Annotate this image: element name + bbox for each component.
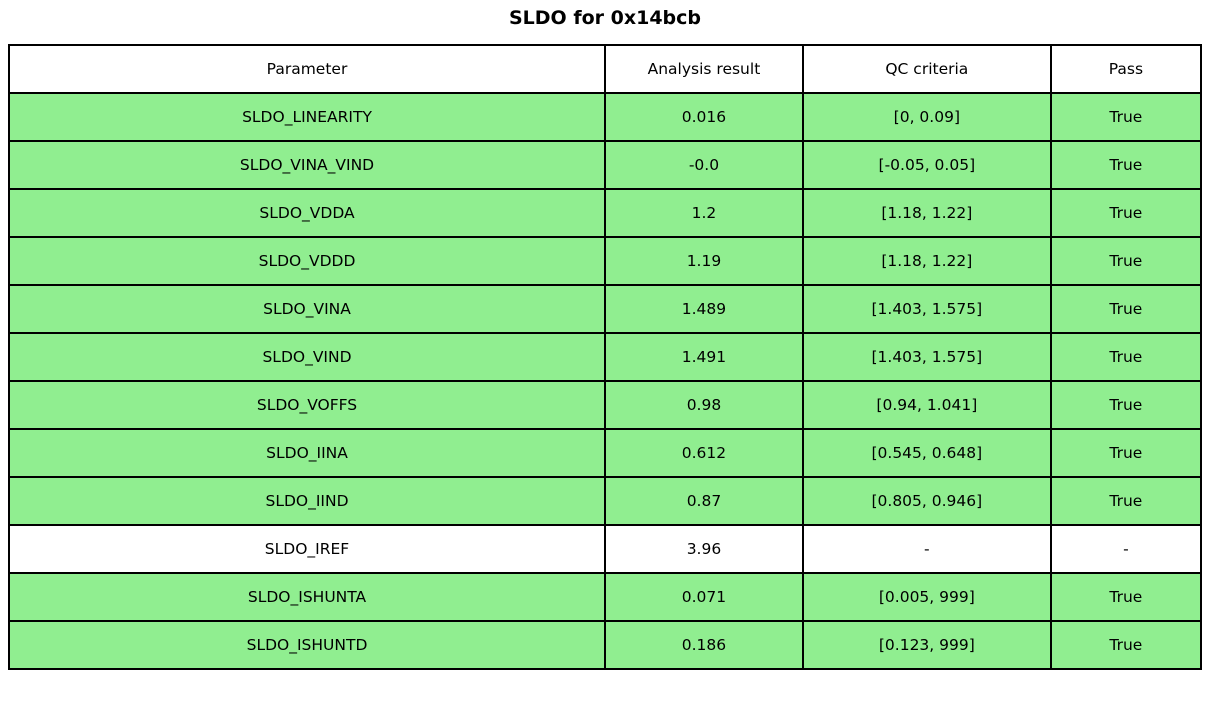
qc-table: Parameter Analysis result QC criteria Pa…	[7, 44, 1203, 670]
analysis-result-cell: 3.96	[604, 524, 804, 574]
table-row: SLDO_VIND 1.491 [1.403, 1.575] True	[7, 332, 1203, 382]
table-row: SLDO_IIND 0.87 [0.805, 0.946] True	[7, 476, 1203, 526]
analysis-result-cell: 0.612	[604, 428, 804, 478]
qc-criteria-cell: [0, 0.09]	[801, 92, 1052, 142]
pass-cell: True	[1049, 476, 1203, 526]
table-row: SLDO_VOFFS 0.98 [0.94, 1.041] True	[7, 380, 1203, 430]
parameter-cell: SLDO_IREF	[7, 524, 607, 574]
parameter-cell: SLDO_VOFFS	[7, 380, 607, 430]
qc-criteria-cell: [1.18, 1.22]	[801, 188, 1052, 238]
table-row: SLDO_LINEARITY 0.016 [0, 0.09] True	[7, 92, 1203, 142]
analysis-result-cell: 1.2	[604, 188, 804, 238]
parameter-cell: SLDO_VIND	[7, 332, 607, 382]
qc-criteria-cell: [0.545, 0.648]	[801, 428, 1052, 478]
pass-cell: -	[1049, 524, 1203, 574]
analysis-result-cell: 0.98	[604, 380, 804, 430]
col-header-pass: Pass	[1049, 44, 1203, 94]
analysis-result-cell: 1.489	[604, 284, 804, 334]
analysis-result-cell: 0.071	[604, 572, 804, 622]
qc-criteria-cell: [0.805, 0.946]	[801, 476, 1052, 526]
pass-cell: True	[1049, 572, 1203, 622]
table-body: SLDO_LINEARITY 0.016 [0, 0.09] True SLDO_VIN…	[7, 92, 1203, 670]
figure-title: SLDO for 0x14bcb	[508, 7, 701, 29]
pass-cell: True	[1049, 284, 1203, 334]
table-row: SLDO_VINA_VIND -0.0 [-0.05, 0.05] True	[7, 140, 1203, 190]
table-row: SLDO_ISHUNTD 0.186 [0.123, 999] True	[7, 620, 1203, 670]
pass-cell: True	[1049, 236, 1203, 286]
pass-cell: True	[1049, 332, 1203, 382]
col-header-qc-criteria: QC criteria	[801, 44, 1052, 94]
analysis-result-cell: 0.186	[604, 620, 804, 670]
parameter-cell: SLDO_IIND	[7, 476, 607, 526]
table-row: SLDO_VDDA 1.2 [1.18, 1.22] True	[7, 188, 1203, 238]
parameter-cell: SLDO_VDDA	[7, 188, 607, 238]
parameter-cell: SLDO_ISHUNTD	[7, 620, 607, 670]
pass-cell: True	[1049, 380, 1203, 430]
parameter-cell: SLDO_ISHUNTA	[7, 572, 607, 622]
header-row: Parameter Analysis result QC criteria Pa…	[7, 44, 1203, 94]
analysis-result-cell: 1.491	[604, 332, 804, 382]
analysis-result-cell: 0.87	[604, 476, 804, 526]
parameter-cell: SLDO_VINA_VIND	[7, 140, 607, 190]
qc-criteria-cell: [-0.05, 0.05]	[801, 140, 1052, 190]
parameter-cell: SLDO_VINA	[7, 284, 607, 334]
table-row: SLDO_VDDD 1.19 [1.18, 1.22] True	[7, 236, 1203, 286]
table-row: SLDO_VINA 1.489 [1.403, 1.575] True	[7, 284, 1203, 334]
analysis-result-cell: 1.19	[604, 236, 804, 286]
table-row: SLDO_ISHUNTA 0.071 [0.005, 999] True	[7, 572, 1203, 622]
parameter-cell: SLDO_LINEARITY	[7, 92, 607, 142]
analysis-result-cell: -0.0	[604, 140, 804, 190]
analysis-result-cell: 0.016	[604, 92, 804, 142]
col-header-analysis-result: Analysis result	[604, 44, 804, 94]
qc-criteria-cell: [1.18, 1.22]	[801, 236, 1052, 286]
pass-cell: True	[1049, 620, 1203, 670]
pass-cell: True	[1049, 140, 1203, 190]
parameter-cell: SLDO_VDDD	[7, 236, 607, 286]
qc-criteria-cell: [1.403, 1.575]	[801, 284, 1052, 334]
parameter-cell: SLDO_IINA	[7, 428, 607, 478]
pass-cell: True	[1049, 428, 1203, 478]
col-header-parameter: Parameter	[7, 44, 607, 94]
qc-criteria-cell: [0.94, 1.041]	[801, 380, 1052, 430]
qc-criteria-cell: -	[801, 524, 1052, 574]
qc-criteria-cell: [0.123, 999]	[801, 620, 1052, 670]
qc-criteria-cell: [0.005, 999]	[801, 572, 1052, 622]
table-row: SLDO_IINA 0.612 [0.545, 0.648] True	[7, 428, 1203, 478]
table-row: SLDO_IREF 3.96- -	[7, 524, 1203, 574]
pass-cell: True	[1049, 92, 1203, 142]
qc-criteria-cell: [1.403, 1.575]	[801, 332, 1052, 382]
pass-cell: True	[1049, 188, 1203, 238]
